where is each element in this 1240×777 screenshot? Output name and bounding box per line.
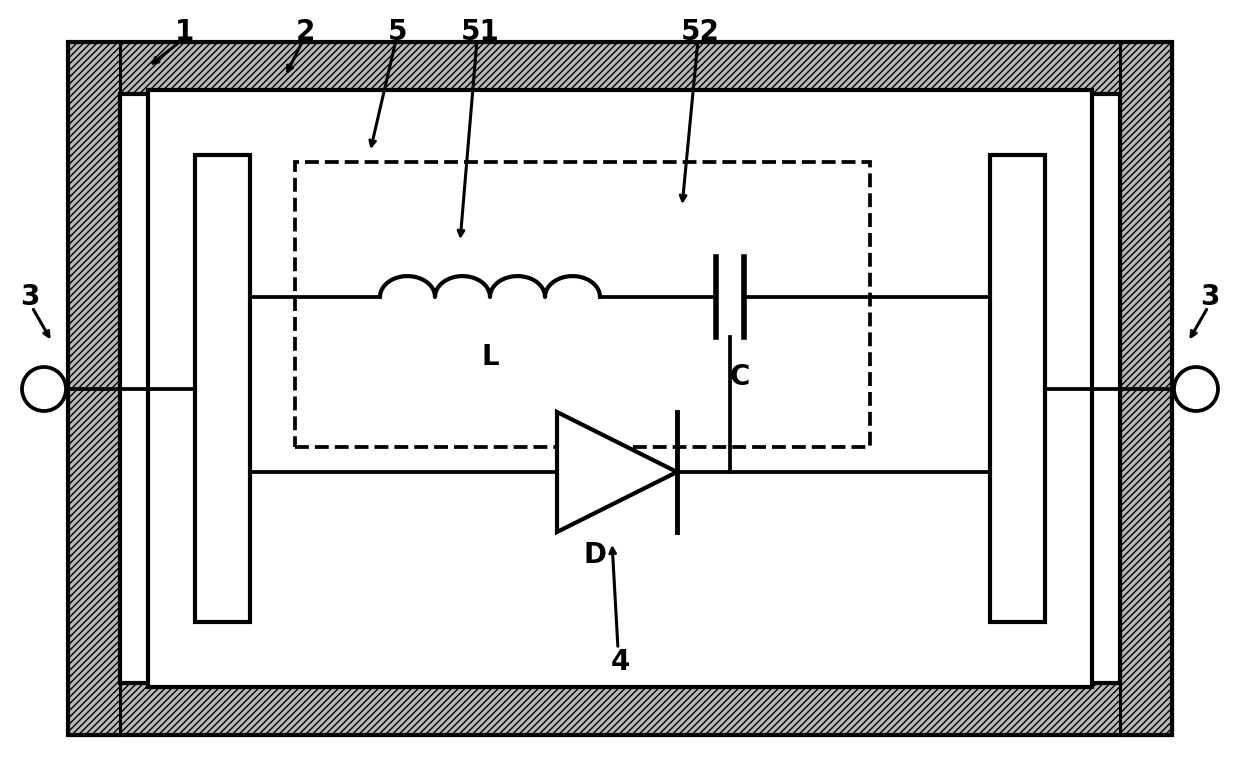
Bar: [148, 90, 1092, 687]
Circle shape: [1174, 367, 1218, 411]
Text: L: L: [481, 343, 498, 371]
Text: 2: 2: [295, 18, 315, 46]
Text: C: C: [730, 363, 750, 391]
Bar: [295, 162, 870, 447]
Bar: [68, 683, 1172, 735]
Bar: [68, 42, 1172, 735]
Text: D: D: [584, 541, 606, 569]
Text: 52: 52: [681, 18, 719, 46]
Bar: [68, 42, 120, 735]
Circle shape: [22, 367, 66, 411]
Bar: [1120, 42, 1172, 735]
Text: 51: 51: [460, 18, 500, 46]
Bar: [68, 42, 1172, 94]
Text: 4: 4: [610, 648, 630, 676]
Bar: [120, 94, 1120, 683]
Bar: [195, 155, 250, 622]
Text: 3: 3: [20, 283, 40, 311]
Text: 1: 1: [175, 18, 195, 46]
Bar: [990, 155, 1045, 622]
Polygon shape: [557, 412, 677, 532]
Text: 5: 5: [388, 18, 408, 46]
Text: 3: 3: [1200, 283, 1220, 311]
